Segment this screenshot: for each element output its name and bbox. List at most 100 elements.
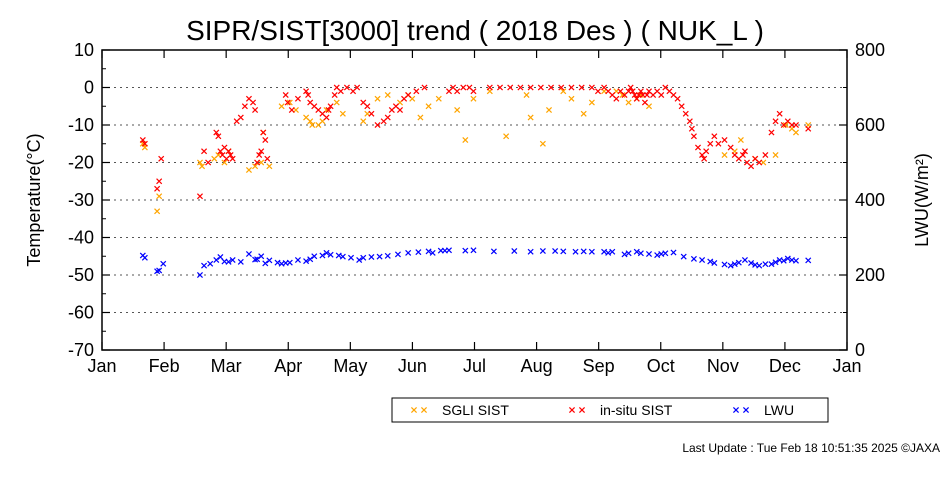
data-marks [139, 84, 812, 279]
data-point [227, 151, 234, 159]
data-point [721, 136, 728, 144]
data-point [735, 259, 742, 266]
data-point [307, 118, 314, 125]
data-point [609, 248, 616, 255]
data-point [613, 95, 620, 102]
data-point [762, 261, 769, 268]
data-point [245, 166, 252, 174]
data-point [266, 257, 273, 264]
data-point [241, 103, 248, 110]
y-tick-label-left: 0 [84, 78, 94, 98]
data-point [560, 88, 567, 95]
data-point [784, 255, 791, 262]
data-point [245, 250, 252, 258]
x-tick-label: May [333, 356, 367, 376]
data-point [707, 140, 714, 147]
data-point [645, 250, 653, 258]
data-point [215, 133, 222, 140]
data-point [568, 95, 575, 102]
data-point [527, 114, 534, 121]
data-point [327, 251, 334, 258]
y-tick-label-left: -60 [68, 303, 94, 323]
data-point [252, 106, 259, 114]
x-tick-label: Nov [707, 356, 739, 376]
data-point [588, 99, 595, 106]
data-point [229, 256, 236, 264]
data-point [545, 106, 553, 114]
data-point [141, 254, 148, 261]
data-point [205, 159, 212, 166]
data-point [331, 91, 338, 99]
data-point [772, 118, 779, 125]
data-point [680, 253, 687, 260]
data-point [633, 95, 640, 102]
data-point [588, 248, 595, 255]
data-point [303, 88, 310, 95]
data-point [323, 249, 330, 256]
legend-marker [568, 406, 576, 414]
data-point [690, 133, 697, 140]
y-axis-right-label: LWU(W/m²) [912, 153, 932, 247]
y-tick-label-left: -70 [68, 340, 94, 360]
legend-label: in-situ SIST [600, 402, 673, 418]
data-point [435, 95, 442, 102]
data-point [266, 163, 273, 170]
data-point [629, 88, 636, 95]
data-point [221, 159, 228, 166]
data-point [739, 151, 746, 159]
data-point [490, 248, 497, 255]
y-tick-label-right: 600 [855, 115, 885, 135]
data-point [229, 155, 236, 162]
data-point [158, 155, 165, 162]
footer-text: Last Update : Tue Feb 18 10:51:35 2025 ©… [682, 441, 940, 455]
data-point [347, 254, 355, 261]
data-point [368, 253, 375, 261]
data-point [503, 133, 510, 140]
data-point [654, 252, 661, 259]
y-tick-label-left: 10 [74, 40, 94, 60]
data-point [517, 84, 524, 91]
data-point [252, 256, 259, 263]
data-point [741, 148, 748, 155]
data-point [539, 247, 546, 255]
data-point [486, 84, 493, 91]
y-tick-label-left: -10 [68, 115, 94, 135]
data-point [792, 257, 799, 264]
data-point [360, 254, 367, 261]
x-tick-label: Jun [398, 356, 427, 376]
data-point [731, 261, 738, 268]
y-tick-label-right: 200 [855, 265, 885, 285]
data-point [588, 84, 595, 91]
data-point [780, 257, 787, 264]
data-point [319, 252, 326, 259]
data-point [572, 248, 579, 255]
data-point [756, 262, 763, 269]
data-point [425, 248, 432, 255]
data-point [539, 140, 546, 147]
data-point [748, 163, 755, 170]
data-point [445, 247, 453, 254]
data-point [207, 260, 214, 267]
data-point [568, 84, 575, 91]
data-point [627, 84, 634, 91]
data-point [637, 250, 644, 257]
data-point [258, 253, 265, 260]
data-point [260, 129, 267, 136]
data-point [225, 148, 232, 155]
y-tick-label-right: 400 [855, 190, 885, 210]
data-point [625, 250, 632, 257]
data-point [405, 249, 412, 256]
legend-marker [732, 406, 740, 414]
data-point [552, 247, 559, 255]
grid-lines [102, 87, 847, 313]
x-tick-label: Feb [149, 356, 180, 376]
data-point [154, 185, 161, 192]
data-point [619, 91, 626, 99]
data-point [343, 84, 350, 91]
data-point [470, 247, 477, 254]
data-point [605, 249, 612, 256]
data-point [394, 251, 401, 258]
data-point [213, 256, 220, 264]
data-point [756, 159, 763, 166]
